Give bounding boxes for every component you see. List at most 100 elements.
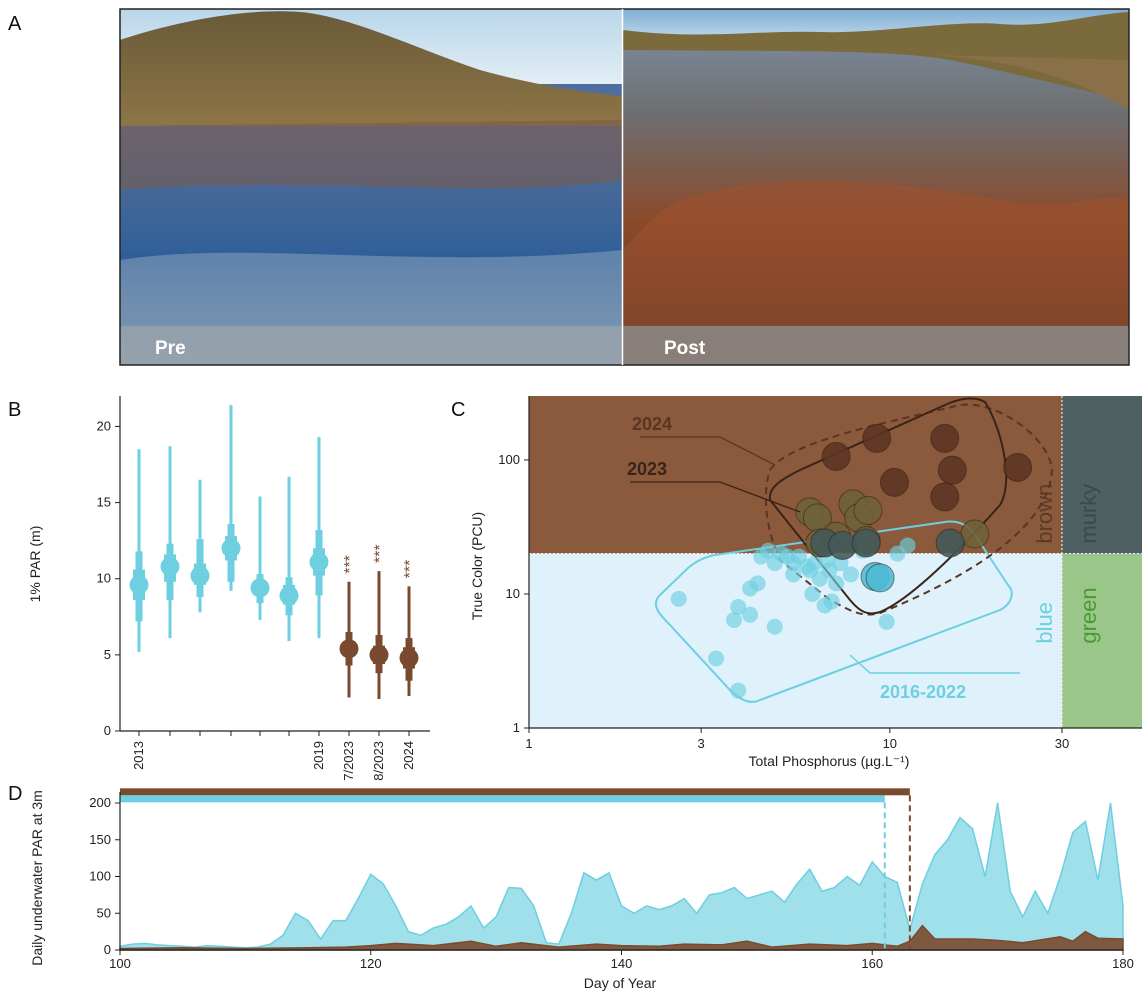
d-xtick-label: 140 xyxy=(611,956,633,971)
b-xtick-label: 2024 xyxy=(401,741,416,770)
b-median-dot xyxy=(250,578,270,598)
c-point xyxy=(804,585,821,602)
d-ice-bar-brown xyxy=(120,788,910,796)
b-significance-stars: *** xyxy=(342,555,359,574)
b-xtick-label: 2019 xyxy=(311,741,326,770)
c-hull-2016-2022 xyxy=(654,520,1013,703)
c-point xyxy=(842,566,859,583)
b-median-dot xyxy=(309,552,329,572)
b-median-dot xyxy=(160,557,180,577)
b-median-dot xyxy=(190,566,210,586)
c-xlabel: Total Phosphorus (µg.L⁻¹) xyxy=(749,753,910,769)
c-point xyxy=(1003,452,1033,482)
c-point xyxy=(730,598,747,615)
c-point xyxy=(766,618,783,635)
b-median-dot xyxy=(339,639,359,659)
d-ylabel: Daily underwater PAR at 3m xyxy=(29,790,45,966)
b-median-dot xyxy=(129,575,149,595)
d-area-blue xyxy=(119,802,1124,951)
b-xtick-label: 7/2023 xyxy=(341,741,356,781)
c-point xyxy=(730,682,747,699)
c-hull-2023 xyxy=(768,397,1008,615)
c-point xyxy=(708,650,725,667)
c-point xyxy=(879,467,909,497)
c-point xyxy=(960,519,990,549)
c-point xyxy=(862,423,892,453)
c-label-2023: 2023 xyxy=(627,459,667,479)
b-median-dot xyxy=(221,538,241,558)
c-region-green xyxy=(1061,553,1142,728)
c-point xyxy=(821,442,851,472)
c-point xyxy=(726,611,743,628)
b-median-dot xyxy=(369,645,389,665)
photo-post: Post xyxy=(623,9,1129,365)
c-point xyxy=(670,590,687,607)
c-point xyxy=(878,613,895,630)
b-xtick-label: 8/2023 xyxy=(371,741,386,781)
c-label-green: green xyxy=(1076,587,1101,643)
c-ytick-label: 100 xyxy=(498,452,520,467)
c-point xyxy=(930,482,960,512)
c-point xyxy=(742,606,759,623)
c-region-blue xyxy=(529,553,1062,728)
d-xtick-label: 160 xyxy=(861,956,883,971)
c-label-blue: blue xyxy=(1032,602,1057,644)
c-point xyxy=(828,575,845,592)
d-xtick-label: 100 xyxy=(109,956,131,971)
c-xtick-label: 1 xyxy=(525,736,532,751)
c-label-2024: 2024 xyxy=(632,414,672,434)
c-point xyxy=(853,495,883,525)
c-point xyxy=(801,562,818,579)
c-leader-2023 xyxy=(630,481,801,513)
b-ytick-label: 0 xyxy=(104,723,111,738)
b-median-dot xyxy=(279,585,299,605)
panel-b-letter: B xyxy=(8,399,21,421)
c-label-brown: brown xyxy=(1032,484,1057,544)
b-ytick-label: 10 xyxy=(97,571,111,586)
c-leader-2024 xyxy=(640,436,776,466)
c-point xyxy=(760,542,777,559)
panel-b-boxplot: 1% PAR (m) 0 5 10 15 20 2013 2019 7/2023 *** 8/20… xyxy=(27,396,430,781)
c-ytick-label: 1 xyxy=(513,720,520,735)
b-significance-stars: *** xyxy=(402,560,419,579)
post-label: Post xyxy=(664,338,706,359)
c-point xyxy=(851,528,881,558)
d-xtick-label: 180 xyxy=(1112,956,1134,971)
d-ytick-label: 0 xyxy=(104,942,111,957)
panel-c-scatter: True Color (PCU) Total Phosphorus (µg.L⁻… xyxy=(469,396,1142,769)
d-ytick-label: 150 xyxy=(89,832,111,847)
photo-pre: Pre xyxy=(120,9,622,365)
c-label-murky: murky xyxy=(1076,484,1101,544)
c-point xyxy=(785,566,802,583)
c-label-2016-2022: 2016-2022 xyxy=(880,682,966,702)
b-xtick-label: 2013 xyxy=(131,741,146,770)
c-point xyxy=(935,528,965,558)
c-xtick-label: 10 xyxy=(883,736,897,751)
c-leader-2016-2022 xyxy=(849,654,1020,674)
panel-c-letter: C xyxy=(451,399,465,421)
d-ice-bar-blue xyxy=(120,795,885,803)
c-xtick-label: 30 xyxy=(1055,736,1069,751)
d-ytick-label: 50 xyxy=(97,905,111,920)
d-ytick-label: 200 xyxy=(89,795,111,810)
pre-label: Pre xyxy=(155,338,186,359)
panel-a-letter: A xyxy=(8,13,22,35)
c-point xyxy=(865,563,895,593)
d-xlabel: Day of Year xyxy=(584,975,657,991)
c-ylabel: True Color (PCU) xyxy=(469,512,485,620)
c-ytick-label: 10 xyxy=(506,586,520,601)
c-point xyxy=(823,593,840,610)
d-area-brown xyxy=(119,924,1124,951)
d-xtick-label: 120 xyxy=(360,956,382,971)
panel-d-letter: D xyxy=(8,783,22,805)
panel-a-photos: Pre Post xyxy=(119,8,1130,366)
c-point xyxy=(937,455,967,485)
c-region-murky xyxy=(1061,396,1142,554)
b-ytick-label: 20 xyxy=(97,418,111,433)
d-ytick-label: 100 xyxy=(89,869,111,884)
panel-d-area: Daily underwater PAR at 3m Day of Year 0… xyxy=(29,788,1134,991)
c-xtick-label: 3 xyxy=(698,736,705,751)
b-ytick-label: 5 xyxy=(104,647,111,662)
b-ylabel: 1% PAR (m) xyxy=(27,526,43,603)
